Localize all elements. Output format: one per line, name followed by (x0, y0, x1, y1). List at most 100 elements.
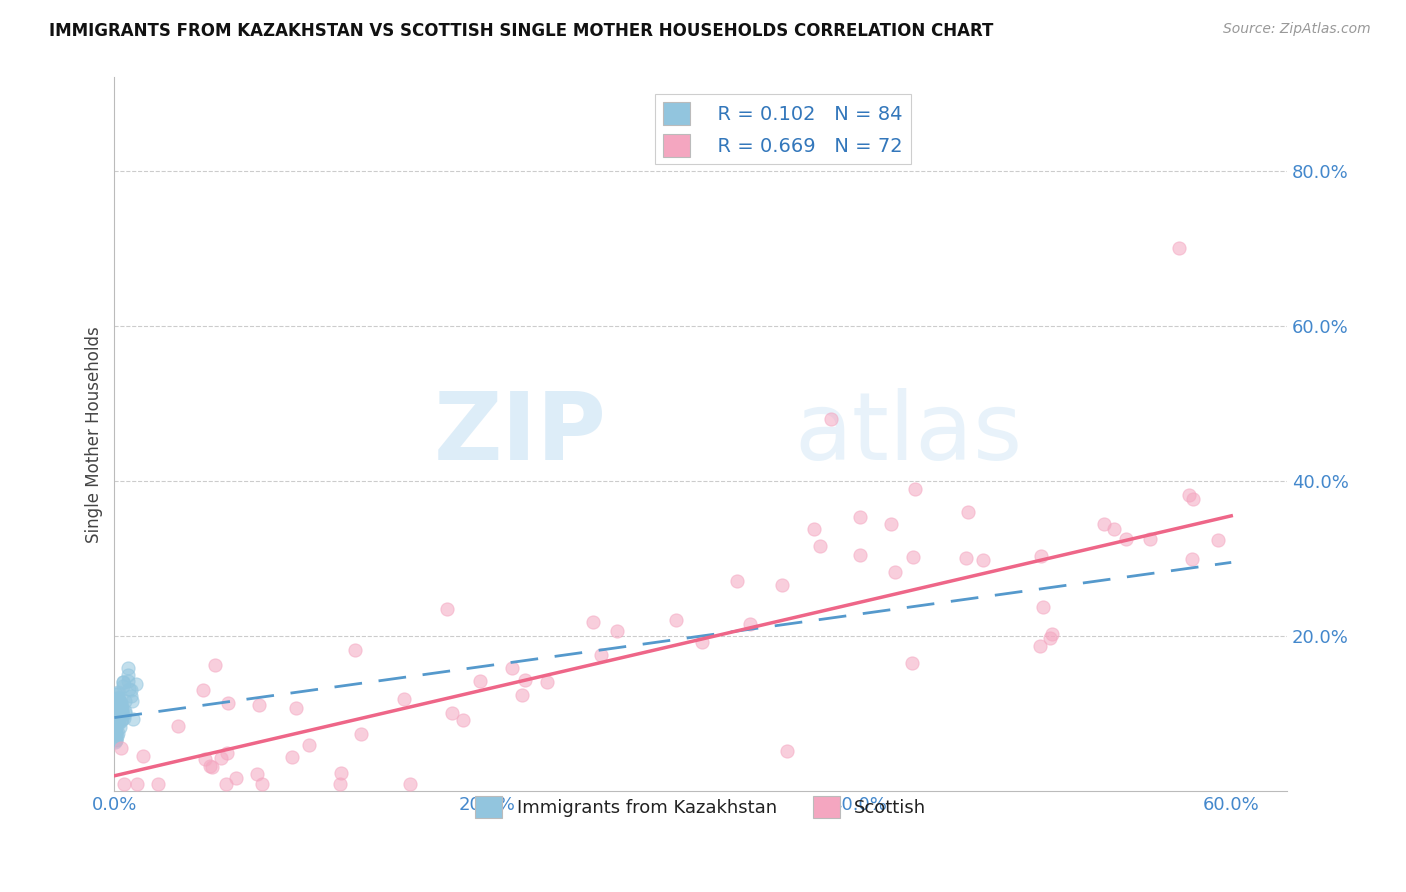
Point (104, 725, 127, 739)
Point (122, 712, 145, 726)
Point (104, 714, 127, 729)
Point (105, 687, 128, 701)
Point (114, 776, 136, 790)
Point (105, 700, 128, 714)
Point (725, 574, 748, 589)
Point (111, 712, 134, 726)
Point (118, 682, 141, 697)
Point (884, 566, 907, 580)
Point (107, 700, 129, 714)
Point (107, 707, 129, 722)
Point (104, 703, 127, 717)
Point (849, 548, 872, 562)
Point (105, 699, 128, 714)
Point (110, 704, 132, 718)
Point (285, 701, 308, 715)
Point (107, 698, 129, 713)
Point (117, 673, 139, 688)
Point (104, 714, 127, 728)
Point (107, 692, 129, 706)
Point (104, 718, 127, 732)
Point (117, 660, 139, 674)
Point (114, 694, 136, 708)
Point (125, 776, 148, 790)
Point (107, 705, 129, 719)
Point (104, 712, 127, 726)
Point (776, 744, 799, 758)
Point (105, 712, 128, 726)
Point (107, 714, 129, 728)
Point (901, 657, 924, 671)
Text: IMMIGRANTS FROM KAZAKHSTAN VS SCOTTISH SINGLE MOTHER HOUSEHOLDS CORRELATION CHAR: IMMIGRANTS FROM KAZAKHSTAN VS SCOTTISH S… (49, 22, 994, 40)
Point (114, 704, 136, 718)
Point (146, 776, 169, 790)
Point (105, 714, 128, 728)
Point (536, 674, 558, 689)
Point (1029, 549, 1052, 564)
Point (201, 760, 224, 774)
Point (111, 706, 134, 721)
Point (111, 675, 134, 690)
Point (107, 714, 129, 728)
Point (501, 661, 523, 675)
Point (105, 705, 128, 719)
Point (104, 718, 127, 732)
Text: atlas: atlas (794, 388, 1022, 481)
Point (582, 615, 605, 629)
Point (665, 613, 688, 627)
Point (104, 701, 127, 715)
Point (104, 697, 127, 711)
Point (1181, 552, 1204, 566)
Point (107, 697, 129, 711)
Point (1039, 631, 1062, 645)
Point (955, 551, 977, 566)
Point (107, 694, 129, 708)
Point (1182, 492, 1205, 507)
Point (107, 706, 129, 720)
Point (591, 648, 613, 662)
Point (107, 713, 129, 727)
Point (108, 704, 131, 718)
Point (1139, 533, 1161, 547)
Point (104, 698, 127, 712)
Point (298, 738, 321, 752)
Point (247, 698, 270, 712)
Point (901, 550, 924, 565)
Point (329, 776, 352, 790)
Point (225, 771, 247, 785)
Point (217, 696, 239, 710)
Point (107, 699, 129, 714)
Point (957, 505, 980, 519)
Point (110, 706, 132, 721)
Point (246, 767, 269, 781)
Point (111, 704, 134, 718)
Point (104, 735, 127, 749)
Point (281, 750, 304, 764)
Point (1168, 241, 1191, 255)
Point (132, 749, 155, 764)
Point (209, 751, 232, 765)
Point (105, 732, 128, 747)
Point (120, 683, 142, 698)
Point (849, 510, 872, 524)
Point (880, 516, 903, 531)
Point (451, 713, 474, 727)
Point (105, 729, 128, 743)
Point (904, 482, 927, 496)
Point (1177, 487, 1199, 501)
Point (398, 776, 420, 790)
Text: ZIP: ZIP (434, 388, 607, 481)
Point (110, 720, 132, 734)
Point (107, 685, 129, 699)
Point (510, 689, 533, 703)
Point (690, 635, 713, 649)
Point (1029, 639, 1052, 653)
Point (343, 643, 366, 657)
Point (193, 682, 215, 697)
Point (108, 705, 131, 719)
Point (105, 704, 128, 718)
Point (107, 691, 129, 706)
Point (117, 668, 139, 682)
Point (606, 624, 628, 639)
Point (105, 733, 128, 747)
